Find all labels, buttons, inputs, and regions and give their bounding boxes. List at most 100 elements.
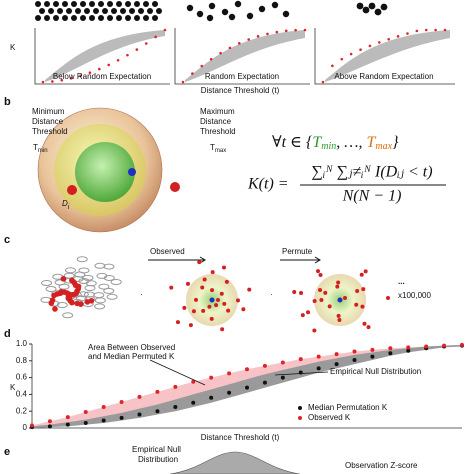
null-label: Distribution xyxy=(138,455,178,464)
mini-dot xyxy=(321,80,325,84)
point xyxy=(101,405,106,409)
center xyxy=(209,297,215,303)
points xyxy=(169,260,390,333)
point xyxy=(47,424,52,429)
helix xyxy=(62,312,74,319)
pattern-dot xyxy=(134,1,140,7)
mini-dot xyxy=(443,28,447,32)
pattern-dot xyxy=(228,13,236,21)
mini-dot xyxy=(163,28,167,32)
pattern-dot xyxy=(368,2,376,10)
x-label: Distance Threshold (t) xyxy=(201,433,280,442)
mini-dot xyxy=(107,63,110,67)
helix xyxy=(103,287,115,294)
max-label: Distance xyxy=(200,117,232,126)
point xyxy=(224,279,229,284)
point xyxy=(209,316,214,321)
null-label: Empirical Null xyxy=(132,445,181,454)
residue xyxy=(69,277,75,284)
point xyxy=(200,285,205,290)
point xyxy=(182,305,187,310)
panel-label: c xyxy=(4,234,10,246)
point-patterns xyxy=(35,0,388,22)
pattern-dot xyxy=(138,8,144,14)
pattern-dot xyxy=(258,5,266,13)
point xyxy=(245,367,249,372)
tmin: Tmin xyxy=(33,143,48,153)
sub: i xyxy=(68,204,70,211)
y-label: K xyxy=(10,383,16,392)
mini-band xyxy=(185,30,305,82)
center-point xyxy=(128,168,136,176)
point xyxy=(336,280,341,285)
point xyxy=(316,366,321,371)
point xyxy=(352,357,357,362)
pattern-dot xyxy=(107,15,113,21)
legend-marker xyxy=(298,406,302,410)
point xyxy=(83,410,88,415)
pattern-dot xyxy=(147,8,153,14)
pattern-dot xyxy=(98,1,104,7)
point xyxy=(335,284,340,289)
panel-a: K Below Random Expectation Random Expect… xyxy=(10,0,455,95)
pattern-dot xyxy=(62,1,68,7)
pattern-dot xyxy=(152,15,158,21)
point xyxy=(83,420,88,425)
point xyxy=(366,325,371,330)
caption: Above Random Expectation xyxy=(334,72,433,81)
helix xyxy=(76,256,88,263)
pattern-dot xyxy=(208,2,216,10)
mini-dot xyxy=(154,35,157,39)
point xyxy=(245,385,249,390)
quantifier: ∀t ∈ {Tmin, …, Tmax} xyxy=(272,134,399,153)
mini-dot xyxy=(144,42,148,45)
panel-label: e xyxy=(4,446,10,458)
mini-dot xyxy=(228,46,232,50)
zscore-label: Observation Z-score xyxy=(345,461,418,470)
protein xyxy=(40,256,122,319)
point xyxy=(280,360,285,365)
point xyxy=(209,375,214,380)
point xyxy=(299,290,304,295)
point xyxy=(362,321,367,326)
pattern-dot xyxy=(374,8,382,16)
mini-dot xyxy=(415,29,419,33)
mini-dot xyxy=(135,48,139,51)
panel-label: b xyxy=(4,96,11,108)
y-tick-label: 0.4 xyxy=(16,390,28,399)
arrow xyxy=(274,371,329,376)
point xyxy=(47,419,52,424)
point xyxy=(354,302,359,307)
pattern-dot xyxy=(53,1,59,7)
point xyxy=(173,384,178,389)
point xyxy=(370,354,375,359)
point xyxy=(101,418,106,423)
mini-dot xyxy=(396,35,400,38)
mini-band xyxy=(45,30,165,82)
point xyxy=(280,375,285,380)
point xyxy=(235,298,240,303)
point xyxy=(262,363,267,368)
point xyxy=(220,327,225,332)
point xyxy=(119,399,124,404)
mini-dot xyxy=(406,32,409,35)
point xyxy=(385,296,390,301)
x-label: Distance Threshold (t) xyxy=(201,86,280,95)
residue xyxy=(60,276,67,282)
pattern-dot xyxy=(143,1,149,7)
sub: max xyxy=(215,148,226,154)
pattern-dot xyxy=(116,15,122,21)
mini-dot xyxy=(116,58,120,62)
permute-label: Permute xyxy=(282,247,313,256)
pattern-dot xyxy=(156,8,162,14)
panel-e: e Empirical Null Distribution Observatio… xyxy=(4,445,418,474)
mini-dot xyxy=(209,57,213,61)
max-label: Maximum xyxy=(200,107,235,116)
t: T xyxy=(33,143,38,152)
mini-dot xyxy=(378,41,381,44)
pattern-dot xyxy=(120,8,126,14)
pattern-dot xyxy=(48,8,54,14)
point xyxy=(424,344,429,349)
mini-dot xyxy=(219,51,222,55)
